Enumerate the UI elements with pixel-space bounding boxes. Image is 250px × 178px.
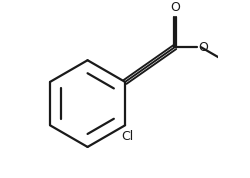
Text: O: O [197, 41, 207, 54]
Text: O: O [169, 1, 179, 14]
Text: Cl: Cl [121, 130, 133, 143]
